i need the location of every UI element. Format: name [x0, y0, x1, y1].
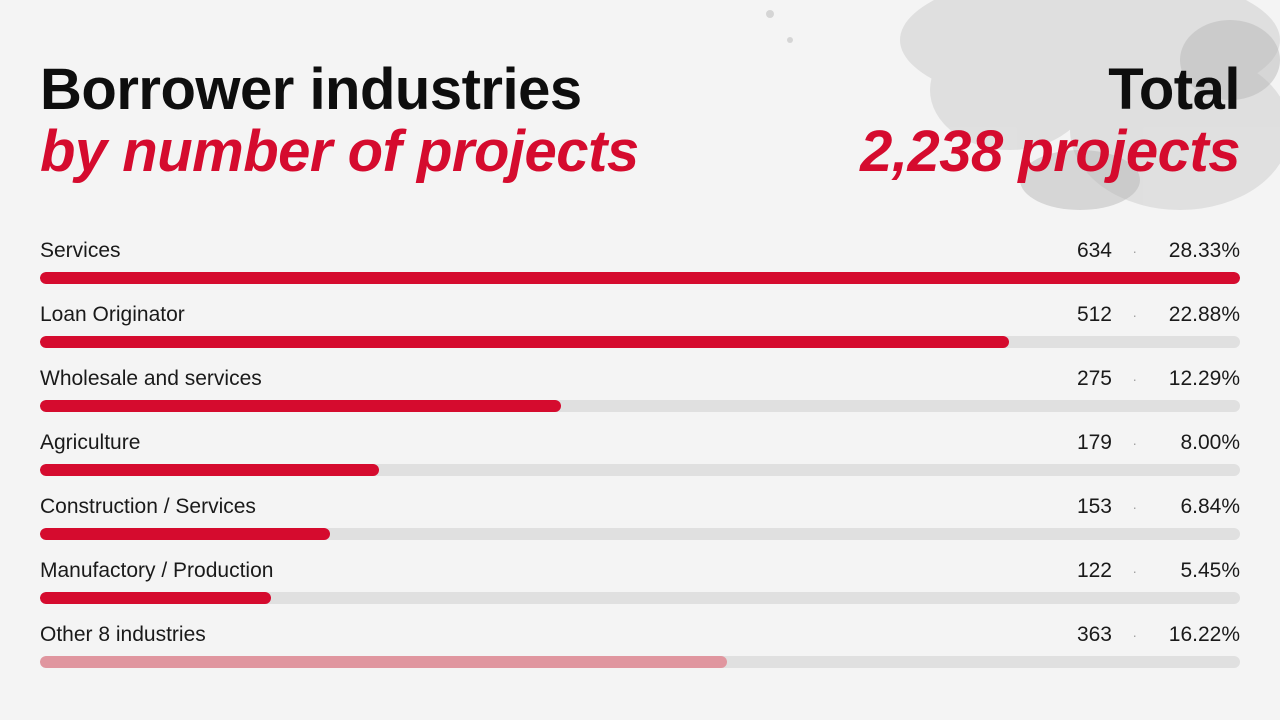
project-count: 275: [1076, 367, 1112, 390]
category-label: Wholesale and services: [40, 367, 262, 390]
bar-row: Construction / Services 153 · 6.84%: [40, 486, 1240, 550]
project-count: 363: [1076, 623, 1112, 646]
bar-track: [40, 336, 1240, 348]
bar-row: Loan Originator 512 · 22.88%: [40, 294, 1240, 358]
bar-fill: [40, 400, 561, 412]
separator-dot: ·: [1132, 243, 1137, 259]
percent-label: 5.45%: [1180, 559, 1240, 582]
separator-dot: ·: [1132, 499, 1137, 515]
percent-label: 8.00%: [1180, 431, 1240, 454]
chart-title: Borrower industries by number of project…: [40, 58, 639, 182]
category-label: Construction / Services: [40, 495, 256, 518]
project-count: 512: [1076, 303, 1112, 326]
project-count: 122: [1076, 559, 1112, 582]
total-label: Total: [1108, 57, 1240, 122]
separator-dot: ·: [1132, 371, 1137, 387]
bar-track: [40, 464, 1240, 476]
bar-row: Agriculture 179 · 8.00%: [40, 422, 1240, 486]
project-count: 634: [1076, 239, 1112, 262]
category-label: Loan Originator: [40, 303, 185, 326]
separator-dot: ·: [1132, 627, 1137, 643]
bar-row: Wholesale and services 275 · 12.29%: [40, 358, 1240, 422]
percent-label: 6.84%: [1180, 495, 1240, 518]
bar-fill: [40, 592, 271, 604]
bar-track: [40, 592, 1240, 604]
total-summary: Total 2,238 projects: [860, 58, 1240, 182]
bar-fill: [40, 656, 728, 668]
industry-bar-chart: Services 634 · 28.33% Loan Originator 512 · 22.…: [40, 230, 1240, 678]
category-label: Agriculture: [40, 431, 141, 454]
separator-dot: ·: [1132, 563, 1137, 579]
bar-fill: [40, 272, 1240, 284]
title-line-2: by number of projects: [40, 119, 639, 184]
bar-row: Services 634 · 28.33%: [40, 230, 1240, 294]
category-label: Services: [40, 239, 121, 262]
bar-track: [40, 528, 1240, 540]
total-value: 2,238 projects: [860, 119, 1240, 184]
separator-dot: ·: [1132, 435, 1137, 451]
bar-row: Other 8 industries 363 · 16.22%: [40, 614, 1240, 678]
chart-header: Borrower industries by number of project…: [40, 58, 1240, 188]
bar-fill: [40, 464, 379, 476]
title-line-1: Borrower industries: [40, 57, 582, 122]
percent-label: 28.33%: [1168, 239, 1240, 262]
percent-label: 12.29%: [1168, 367, 1240, 390]
bar-track: [40, 400, 1240, 412]
separator-dot: ·: [1132, 307, 1137, 323]
category-label: Manufactory / Production: [40, 559, 274, 582]
bar-track: [40, 272, 1240, 284]
project-count: 153: [1076, 495, 1112, 518]
category-label: Other 8 industries: [40, 623, 206, 646]
percent-label: 16.22%: [1168, 623, 1240, 646]
percent-label: 22.88%: [1168, 303, 1240, 326]
bar-row: Manufactory / Production 122 · 5.45%: [40, 550, 1240, 614]
bar-fill: [40, 528, 330, 540]
project-count: 179: [1076, 431, 1112, 454]
bar-fill: [40, 336, 1010, 348]
bar-track: [40, 656, 1240, 668]
